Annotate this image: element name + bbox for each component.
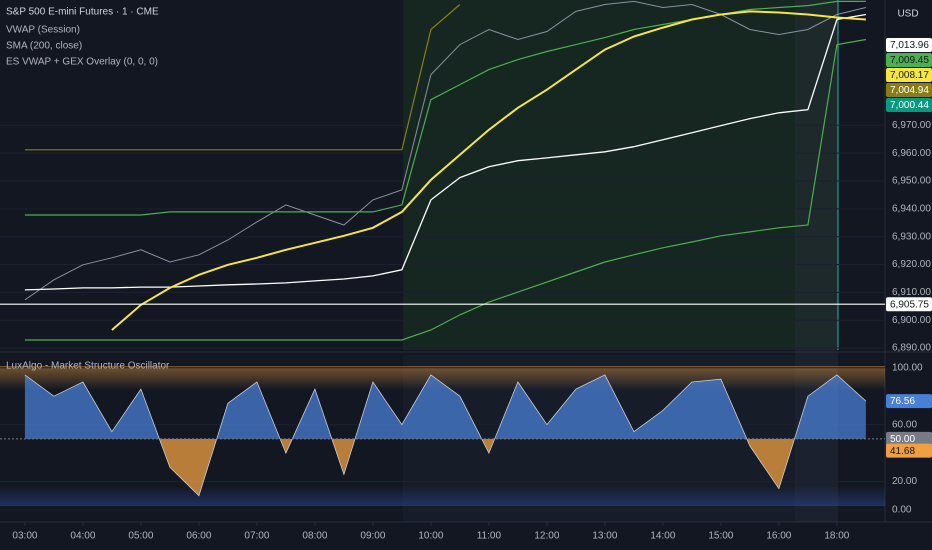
series-line xyxy=(111,10,866,331)
price-pane xyxy=(0,0,885,349)
x-tick-label: 04:00 xyxy=(70,531,95,542)
price-badge xyxy=(886,297,932,312)
y-tick-label: 6,920.00 xyxy=(892,259,931,270)
indicator-label: SMA (200, close) xyxy=(6,41,82,52)
axes: 6,890.00 6,900.00 6,910.00 6,920.00 6,930.00… xyxy=(12,38,932,542)
y-tick-label: 6,900.00 xyxy=(892,315,931,326)
oscillator-title: LuxAlgo - Market Structure Oscillator xyxy=(6,361,170,372)
price-badge-label: 41.68 xyxy=(890,446,915,457)
x-tick-label: 06:00 xyxy=(186,531,211,542)
y-tick-label: 60.00 xyxy=(892,419,917,430)
price-badge-label: 7,004.94 xyxy=(890,85,929,96)
x-tick-label: 16:00 xyxy=(766,531,791,542)
oscillator-pane xyxy=(0,366,885,511)
x-tick-label: 09:00 xyxy=(360,531,385,542)
x-tick-label: 15:00 xyxy=(708,531,733,542)
x-tick-label: 08:00 xyxy=(302,531,327,542)
price-badge xyxy=(886,394,932,409)
indicator-label: VWAP (Session) xyxy=(6,25,80,36)
x-tick-label: 14:00 xyxy=(650,531,675,542)
y-tick-label: 6,890.00 xyxy=(892,343,931,354)
price-badge-label: 76.56 xyxy=(890,396,915,407)
y-tick-label: 6,950.00 xyxy=(892,176,931,187)
y-tick-label: 6,930.00 xyxy=(892,231,931,242)
oversold-zone xyxy=(0,486,885,506)
series-line xyxy=(24,0,867,301)
x-tick-label: 18:00 xyxy=(824,531,849,542)
y-tick-label: 20.00 xyxy=(892,476,917,487)
price-badge xyxy=(886,443,932,458)
y-tick-label: 6,960.00 xyxy=(892,148,931,159)
y-tick-label: 6,910.00 xyxy=(892,287,931,298)
chart-title: S&P 500 E-mini Futures · 1 · CME xyxy=(6,7,159,18)
x-tick-label: 10:00 xyxy=(418,531,443,542)
price-badge xyxy=(886,38,932,52)
x-tick-label: 13:00 xyxy=(592,531,617,542)
x-tick-label: 03:00 xyxy=(12,531,37,542)
session-shade xyxy=(403,0,838,350)
y-tick-label: 0.00 xyxy=(892,505,912,516)
price-badge-label: 50.00 xyxy=(890,434,915,445)
x-tick-label: 07:00 xyxy=(244,531,269,542)
y-tick-label: 6,970.00 xyxy=(892,120,931,131)
series-line xyxy=(24,13,867,291)
currency-label: USD xyxy=(897,9,918,20)
x-tick-label: 12:00 xyxy=(534,531,559,542)
y-tick-label: 100.00 xyxy=(892,362,923,373)
price-badge xyxy=(886,53,932,67)
price-badge xyxy=(886,68,932,82)
series-line xyxy=(24,4,461,151)
price-badge-label: 6,905.75 xyxy=(890,299,929,310)
area-above xyxy=(24,374,866,439)
price-badge-label: 7,000.44 xyxy=(890,100,929,111)
price-badge xyxy=(886,83,932,97)
price-badge xyxy=(886,431,932,446)
x-tick-label: 11:00 xyxy=(477,531,502,542)
oscillator-line xyxy=(24,374,867,497)
price-badge xyxy=(886,98,932,112)
price-badge-label: 7,013.96 xyxy=(890,40,929,51)
price-badge-label: 7,009.45 xyxy=(890,55,929,66)
price-badge-label: 7,008.17 xyxy=(890,70,929,81)
x-tick-label: 05:00 xyxy=(128,531,153,542)
series-line xyxy=(24,38,867,341)
y-tick-label: 6,940.00 xyxy=(892,203,931,214)
indicator-label: ES VWAP + GEX Overlay (0, 0, 0) xyxy=(6,57,158,68)
